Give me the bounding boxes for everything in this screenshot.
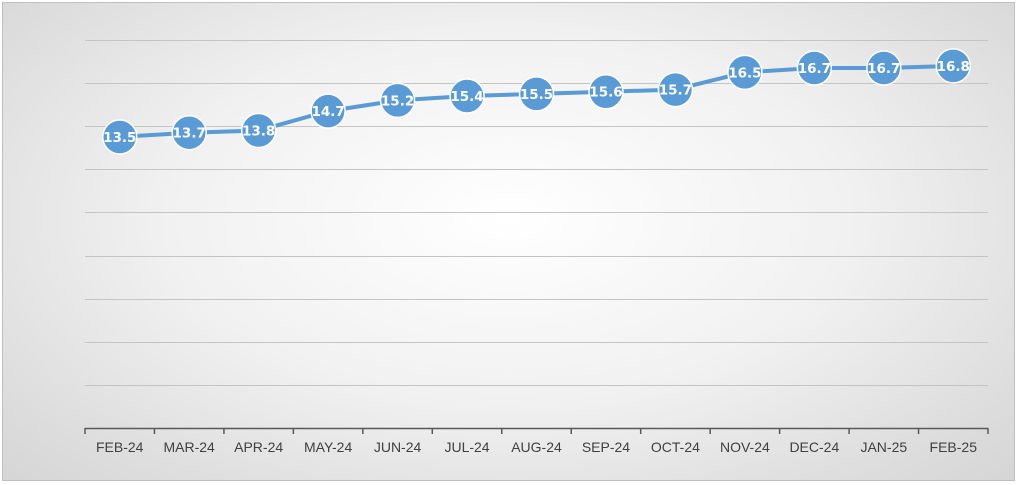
data-label: 13.8 [242, 124, 275, 140]
data-label: 15.2 [381, 93, 414, 109]
x-tick-label: MAY-24 [304, 439, 352, 455]
data-point [449, 78, 485, 114]
x-tick-label: FEB-25 [930, 439, 978, 455]
x-tick-label: JAN-25 [860, 439, 907, 455]
data-point [657, 71, 694, 108]
data-point [588, 73, 624, 110]
data-point [518, 76, 555, 112]
data-label: 15.7 [659, 83, 692, 99]
gridlines [85, 40, 988, 386]
data-label: 15.5 [520, 87, 553, 103]
data-point [935, 48, 972, 84]
data-point [101, 119, 138, 155]
data-point [727, 54, 763, 91]
x-tick-label: NOV-24 [720, 439, 770, 455]
x-tick-label: SEP-24 [582, 439, 630, 455]
line-chart: FEB-24 MAR-24 APR-24 MAY-24 JUN-24 JUL-24 AUG-… [84, 40, 989, 455]
x-tick-label: JUL-24 [444, 439, 489, 455]
data-label: 15.4 [450, 89, 483, 105]
data-label: 13.5 [103, 130, 136, 146]
data-point [171, 114, 207, 151]
x-axis: FEB-24 MAR-24 APR-24 MAY-24 JUN-24 JUL-24 AUG-… [84, 427, 989, 455]
x-tick-label: DEC-24 [789, 439, 839, 455]
data-label: 16.7 [798, 61, 831, 77]
data-label: 14.7 [311, 104, 344, 120]
data-point [310, 93, 346, 129]
data-label: 15.6 [589, 85, 622, 101]
data-label: 13.7 [173, 126, 206, 142]
x-tick-label: AUG-24 [511, 439, 562, 455]
data-series: 13.5 13.7 13.8 14.7 15.2 15.4 15.5 15.6 15.7 16.5… [101, 48, 972, 155]
x-tick-label: APR-24 [234, 439, 283, 455]
data-label: 16.8 [937, 59, 970, 75]
data-point [866, 50, 902, 86]
data-point [240, 112, 277, 149]
data-point [379, 82, 416, 119]
data-label: 16.5 [728, 65, 761, 81]
data-label: 16.7 [867, 61, 900, 77]
x-tick-label: MAR-24 [164, 439, 216, 455]
x-tick-label: FEB-24 [96, 439, 144, 455]
x-tick-label: OCT-24 [651, 439, 700, 455]
data-point [796, 50, 833, 86]
x-tick-label: JUN-24 [374, 439, 422, 455]
